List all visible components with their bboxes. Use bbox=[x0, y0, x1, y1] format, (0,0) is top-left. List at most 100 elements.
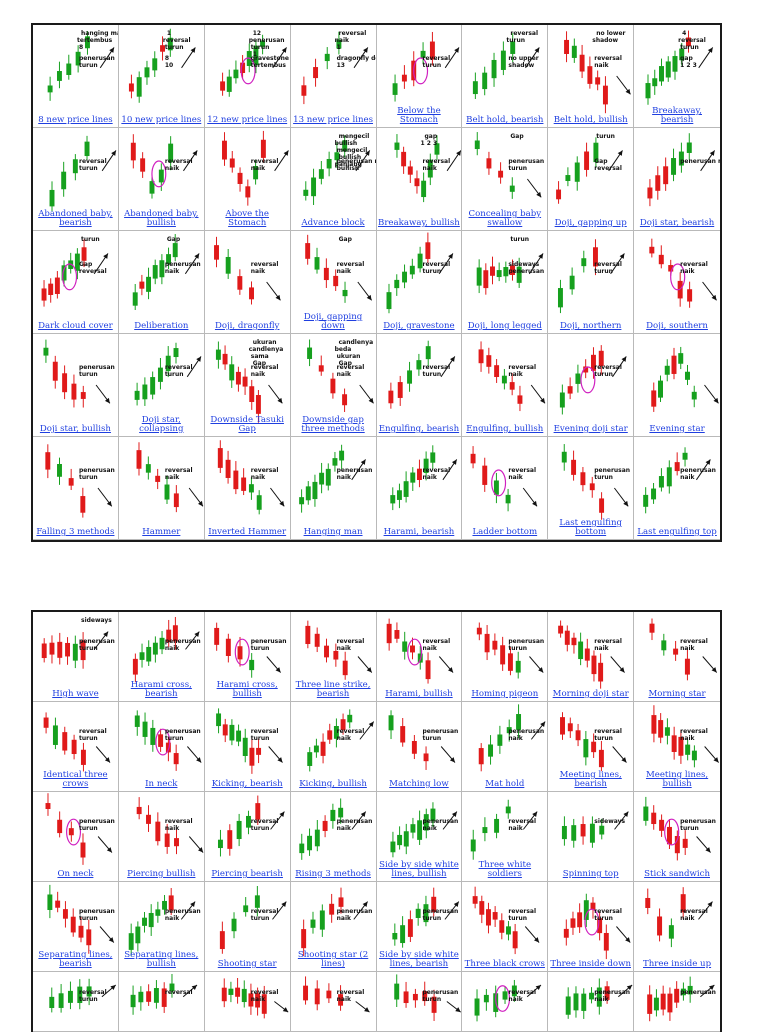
pattern-caption-link[interactable]: Harami cross, bullish bbox=[216, 680, 278, 699]
annotation-text: Gap bbox=[338, 360, 352, 367]
pattern-caption-link[interactable]: Side by side white lines, bullish bbox=[379, 860, 459, 879]
pattern-caption-link[interactable]: Dark cloud cover bbox=[38, 321, 113, 331]
pattern-caption-link[interactable]: Kicking, bullish bbox=[299, 779, 367, 789]
pattern-caption-link[interactable]: Spinning top bbox=[562, 869, 619, 879]
pattern-caption-link[interactable]: High wave bbox=[52, 689, 99, 699]
candle bbox=[146, 984, 151, 1006]
pattern-caption-link[interactable]: Evening star bbox=[649, 424, 705, 434]
candle bbox=[340, 713, 346, 735]
pattern-chart bbox=[565, 978, 633, 1019]
pattern-caption-link[interactable]: Three white soldiers bbox=[478, 860, 532, 879]
candle bbox=[571, 818, 577, 848]
pattern-caption-link[interactable]: Downside gap three methods bbox=[301, 415, 365, 434]
pattern-caption-link[interactable]: Harami, bearish bbox=[383, 527, 455, 537]
pattern-caption-link[interactable]: Piercing bullish bbox=[127, 869, 196, 879]
pattern-cell-blank: reversal turun bbox=[33, 972, 119, 1032]
pattern-caption-link[interactable]: Engulfing, bearish bbox=[378, 424, 460, 434]
pattern-caption-link[interactable]: Doji, dragonfly bbox=[214, 321, 280, 331]
pattern-caption-link[interactable]: Belt hold, bullish bbox=[553, 115, 628, 125]
pattern-caption-link[interactable]: Last engulfing bottom bbox=[559, 518, 622, 537]
pattern-caption-link[interactable]: Abandoned baby, bullish bbox=[124, 209, 199, 228]
candle bbox=[412, 988, 418, 1008]
pattern-caption-link[interactable]: Downside Tasuki Gap bbox=[210, 415, 284, 434]
pattern-caption-link[interactable]: Falling 3 methods bbox=[36, 527, 115, 537]
pattern-chart bbox=[132, 234, 200, 311]
pattern-caption-link[interactable]: Deliberation bbox=[134, 321, 189, 331]
pattern-caption-link[interactable]: Harami, bullish bbox=[385, 689, 453, 699]
pattern-caption-link[interactable]: Advance block bbox=[301, 218, 365, 228]
pattern-caption-link[interactable]: 12 new price lines bbox=[207, 115, 288, 125]
pattern-caption-link[interactable]: Above the Stomach bbox=[225, 209, 269, 228]
pattern-caption-link[interactable]: Belt hold, bearish bbox=[466, 115, 544, 125]
pattern-caption-link[interactable]: Doji star, bearish bbox=[639, 218, 715, 228]
pattern-cell-abandoned-baby-bearish: reversal turun Abandoned baby, bearish bbox=[33, 128, 119, 231]
pattern-caption-link[interactable]: Piercing bearish bbox=[211, 869, 283, 879]
pattern-caption-link[interactable]: 13 new price lines bbox=[293, 115, 374, 125]
pattern-caption-link[interactable]: Hammer bbox=[142, 527, 181, 537]
pattern-caption-link[interactable]: Identical three crows bbox=[43, 770, 108, 789]
annotation-text: penerusan bbox=[336, 466, 373, 474]
pattern-caption-link[interactable]: Kicking, bearish bbox=[211, 779, 283, 789]
pattern-caption-link[interactable]: Matching low bbox=[389, 779, 449, 789]
pattern-caption-link[interactable]: Separating lines, bearish bbox=[38, 950, 113, 969]
arrow-up-right-icon bbox=[181, 47, 196, 69]
pattern-caption-link[interactable]: Last engulfing top bbox=[637, 527, 717, 537]
candle bbox=[215, 708, 221, 734]
pattern-caption-link[interactable]: Doji star, bullish bbox=[39, 424, 111, 434]
candle bbox=[80, 385, 86, 408]
pattern-caption-link[interactable]: Three line strike, bearish bbox=[295, 680, 371, 699]
candle bbox=[671, 148, 677, 182]
pattern-caption-link[interactable]: Ladder bottom bbox=[472, 527, 538, 537]
candle bbox=[301, 76, 306, 105]
pattern-caption-link[interactable]: Harami cross, bearish bbox=[130, 680, 192, 699]
pattern-caption-link[interactable]: Meeting lines, bullish bbox=[645, 770, 709, 789]
candle bbox=[152, 51, 158, 77]
pattern-caption-link[interactable]: Meeting lines, bearish bbox=[559, 770, 622, 789]
pattern-caption-link[interactable]: Stick sandwich bbox=[644, 869, 710, 879]
pattern-caption-link[interactable]: Doji, northern bbox=[559, 321, 622, 331]
pattern-caption-link[interactable]: Doji, southern bbox=[646, 321, 708, 331]
pattern-caption-link[interactable]: 8 new price lines bbox=[38, 115, 113, 125]
pattern-caption-link[interactable]: Inverted Hammer bbox=[208, 527, 287, 537]
pattern-caption-link[interactable]: Side by side white lines, bearish bbox=[379, 950, 459, 969]
annotation-text: turun bbox=[594, 735, 613, 742]
pattern-caption-link[interactable]: Doji, gapping up bbox=[554, 218, 627, 228]
pattern-caption-link[interactable]: Engulfing, bullish bbox=[466, 424, 544, 434]
pattern-caption-link[interactable]: Breakaway, bearish bbox=[652, 106, 702, 125]
pattern-caption-link[interactable]: Three inside up bbox=[643, 959, 712, 969]
pattern-caption-link[interactable]: Rising 3 methods bbox=[295, 869, 371, 879]
candle bbox=[568, 717, 574, 738]
pattern-chart bbox=[217, 795, 285, 857]
pattern-caption-link[interactable]: Doji, long legged bbox=[467, 321, 542, 331]
candle bbox=[142, 377, 148, 406]
pattern-caption-link[interactable]: Breakaway, bullish bbox=[378, 218, 460, 228]
pattern-caption-link[interactable]: In neck bbox=[145, 779, 178, 789]
pattern-cell-hanging-man: penerusan naik Hanging man bbox=[290, 437, 377, 540]
pattern-caption-link[interactable]: Shooting star bbox=[217, 959, 277, 969]
pattern-caption-link[interactable]: Homing pigeon bbox=[471, 689, 539, 699]
candle bbox=[580, 467, 586, 492]
pattern-caption-link[interactable]: Doji, gravestone bbox=[383, 321, 455, 331]
pattern-caption-link[interactable]: Concealing baby swallow bbox=[468, 209, 542, 228]
pattern-caption-link[interactable]: Shooting star (2 lines) bbox=[297, 950, 369, 969]
pattern-caption-link[interactable]: Hanging man bbox=[303, 527, 363, 537]
pattern-caption-link[interactable]: Three black crows bbox=[464, 959, 545, 969]
pattern-caption-link[interactable]: Doji, gapping down bbox=[303, 312, 363, 331]
annotation-text: naik bbox=[164, 825, 180, 832]
pattern-caption-link[interactable]: Below the Stomach bbox=[397, 106, 441, 125]
pattern-caption-link[interactable]: 10 new price lines bbox=[121, 115, 202, 125]
pattern-caption-link[interactable]: Morning doji star bbox=[552, 689, 629, 699]
pattern-caption-link[interactable]: Mat hold bbox=[485, 779, 525, 789]
pattern-cell-doji-gapping-down: reversal naik Gap Doji, gapping down bbox=[290, 231, 377, 334]
annotation-text: naik bbox=[508, 473, 523, 481]
pattern-caption-link[interactable]: Separating lines, bullish bbox=[124, 950, 199, 969]
candle bbox=[479, 743, 485, 772]
pattern-caption-link[interactable]: On neck bbox=[57, 869, 94, 879]
pattern-caption-link[interactable]: Morning star bbox=[648, 689, 706, 699]
pattern-caption-link[interactable]: Evening doji star bbox=[553, 424, 628, 434]
pattern-caption-link[interactable]: Doji star, collapsing bbox=[139, 415, 184, 434]
pattern-caption-link[interactable]: Abandoned baby, bearish bbox=[38, 209, 113, 228]
candle bbox=[80, 833, 86, 865]
candle bbox=[45, 444, 51, 479]
pattern-caption-link[interactable]: Three inside down bbox=[550, 959, 631, 969]
